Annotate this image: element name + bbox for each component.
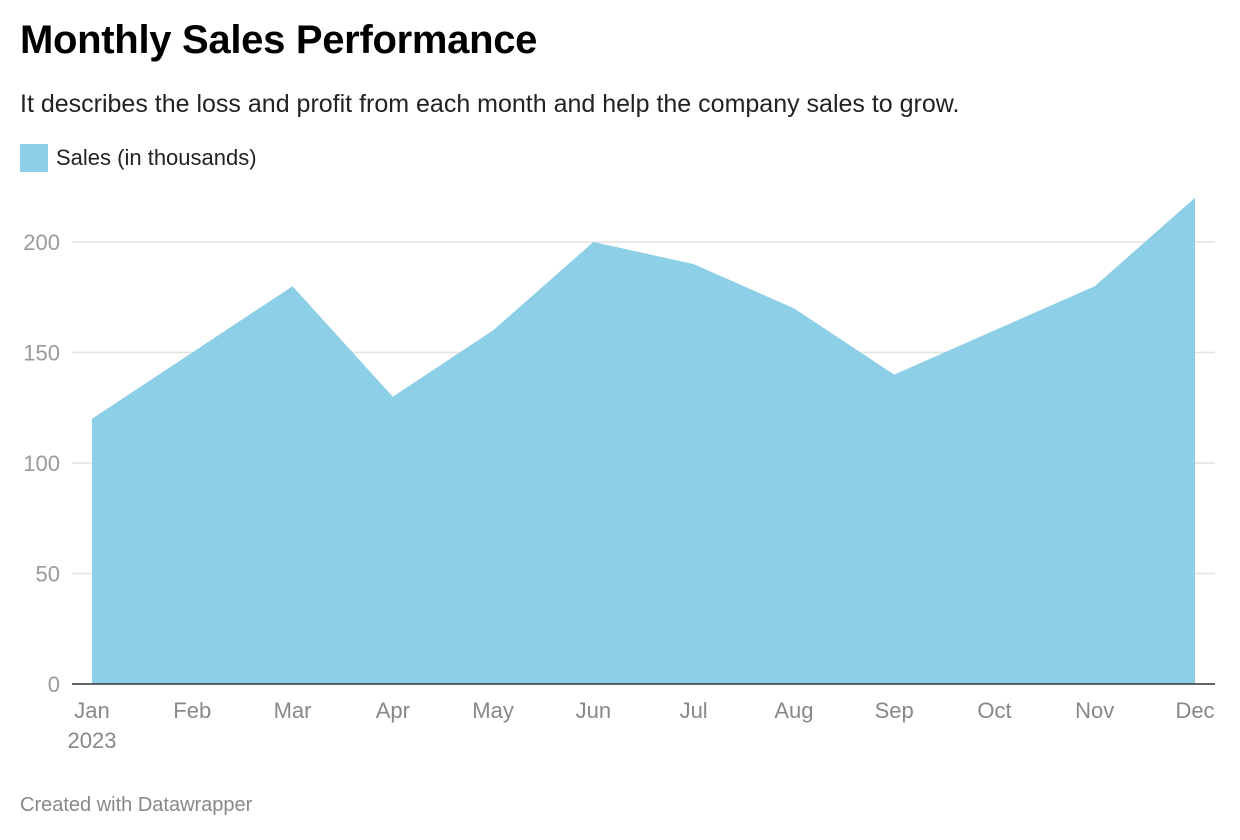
- x-tick-label: Jan: [74, 698, 109, 723]
- x-year-label: 2023: [68, 728, 117, 753]
- x-tick-label: Mar: [274, 698, 312, 723]
- credit-text: Created with Datawrapper: [20, 794, 253, 816]
- y-tick-label: 100: [23, 451, 60, 476]
- y-tick-label: 150: [23, 341, 60, 366]
- area-series-sales: [92, 197, 1195, 685]
- x-tick-label: Nov: [1075, 698, 1114, 723]
- legend-swatch: [20, 144, 48, 172]
- x-tick-label: Oct: [977, 698, 1011, 723]
- chart-title: Monthly Sales Performance: [20, 18, 538, 62]
- x-tick-label: Dec: [1175, 698, 1214, 723]
- x-tick-label: Jul: [680, 698, 708, 723]
- legend: Sales (in thousands): [20, 144, 257, 172]
- y-tick-label: 0: [48, 672, 60, 697]
- x-tick-label: Jun: [576, 698, 611, 723]
- x-tick-label: Feb: [173, 698, 211, 723]
- y-tick-label: 200: [23, 230, 60, 255]
- x-tick-label: Sep: [875, 698, 914, 723]
- legend-label: Sales (in thousands): [56, 145, 257, 170]
- x-tick-label: Aug: [774, 698, 813, 723]
- y-tick-label: 50: [36, 562, 60, 587]
- x-tick-label: Apr: [376, 698, 410, 723]
- chart-subtitle: It describes the loss and profit from ea…: [20, 90, 960, 118]
- x-tick-label: May: [472, 698, 514, 723]
